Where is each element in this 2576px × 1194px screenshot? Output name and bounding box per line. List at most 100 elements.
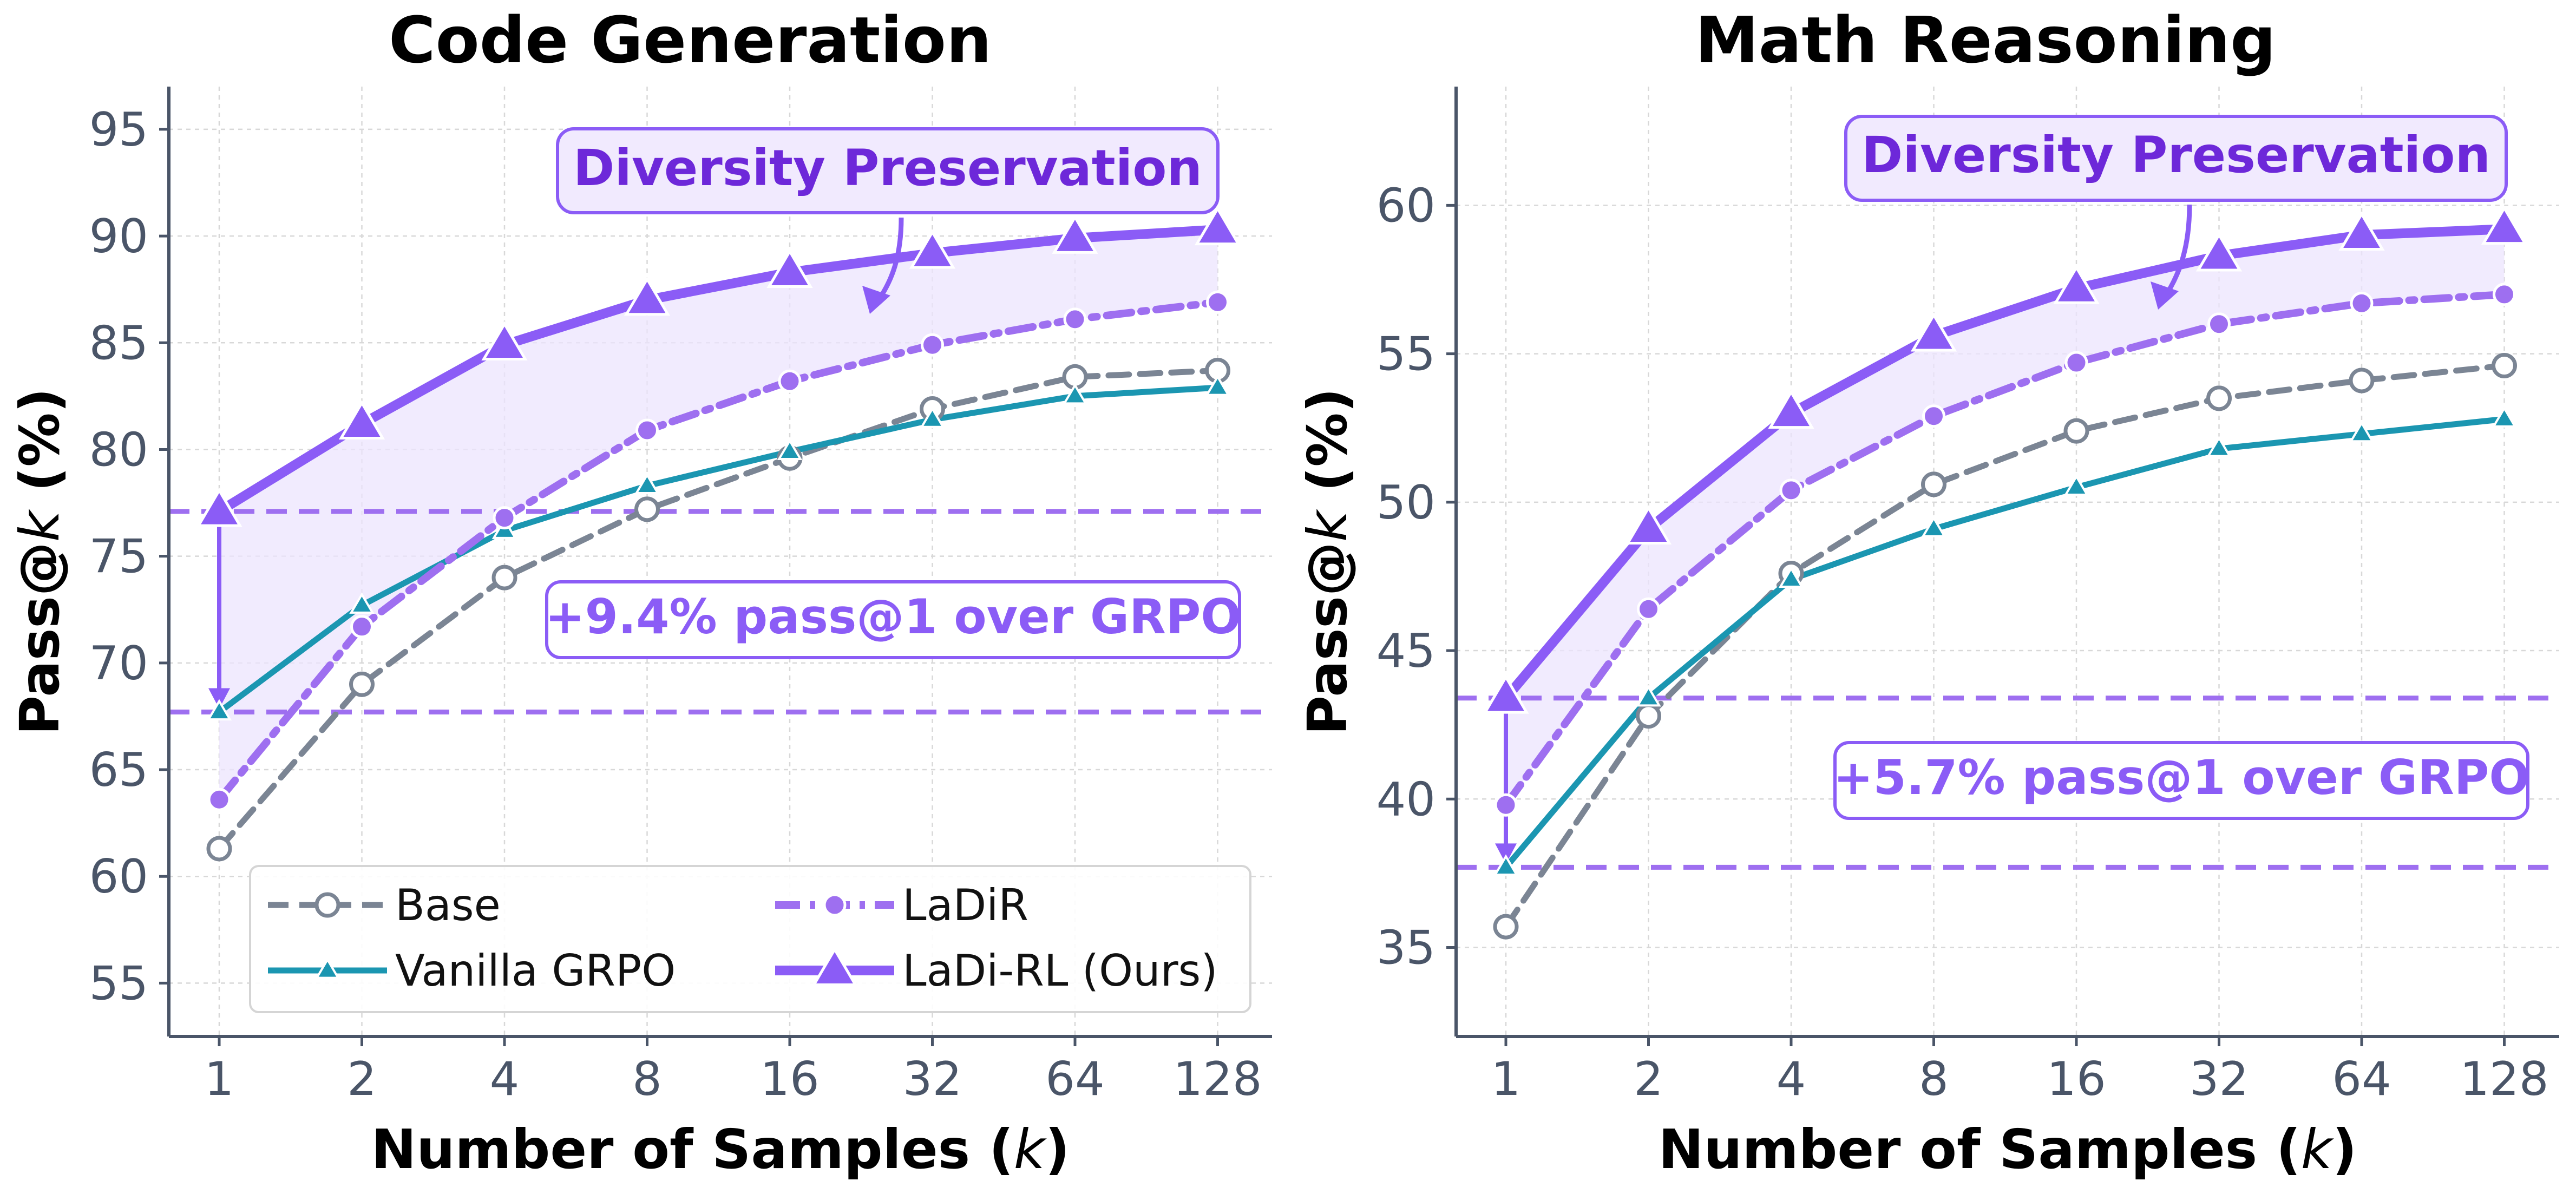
y-tick-label: 95 (89, 103, 148, 157)
point-vanilla-grpo (1205, 375, 1230, 396)
x-tick-label: 128 (1173, 1052, 1262, 1106)
point-ladi-rl (1483, 674, 1529, 714)
legend-label: LaDiR (902, 880, 1028, 930)
chart-title: Math Reasoning (1695, 3, 2276, 77)
gain-annotation-box (545, 580, 1241, 659)
point-base (2492, 353, 2517, 379)
panel-code-generation: 55 60 65 70 75 80 85 90 95 1 2 4 8 16 32 64 128 Code Gene… (8, 3, 1272, 1181)
point-ladir (778, 369, 802, 393)
point-ladir (2207, 312, 2231, 336)
gain-annotation-text: +9.4% pass@1 over GRPO (545, 589, 1241, 645)
legend-label: Vanilla GRPO (395, 946, 676, 996)
point-base (491, 565, 517, 591)
series-line-ladir (215, 298, 1222, 804)
diversity-arrow-head (862, 286, 890, 314)
y-tick-label: 35 (1377, 921, 1436, 975)
legend-marker-ladir (823, 893, 847, 917)
point-base (634, 496, 660, 522)
diversity-arrow-head (2151, 281, 2179, 310)
point-ladir (350, 615, 373, 639)
point-vanilla-grpo (2349, 421, 2375, 443)
y-axis-label: Pass@k (%) (1296, 388, 1359, 735)
point-ladi-rl (1768, 389, 1814, 429)
y-tick-label: 45 (1377, 624, 1436, 678)
series-line-base (216, 368, 1221, 852)
series-line-vanilla-grpo (1503, 416, 2507, 870)
point-ladir (493, 506, 516, 530)
series-line-vanilla-grpo (216, 384, 1221, 716)
gap-arrow-head (1495, 843, 1517, 864)
point-vanilla-grpo (1636, 685, 1661, 707)
y-tick-label: 85 (89, 316, 148, 370)
x-tick-label: 1 (1491, 1052, 1521, 1106)
legend-frame (249, 865, 1251, 1013)
legend-marker-base (314, 892, 340, 918)
point-vanilla-grpo (1062, 383, 1088, 405)
point-base (2349, 368, 2375, 393)
point-ladi-rl (624, 276, 671, 316)
point-vanilla-grpo (2492, 406, 2517, 428)
y-tick-label: 60 (89, 850, 148, 904)
point-ladi-rl (1052, 214, 1098, 254)
point-ladi-rl (2053, 265, 2100, 304)
point-vanilla-grpo (1493, 854, 1519, 876)
y-tick-label: 40 (1377, 772, 1436, 826)
legend-marker-vanilla-grpo (314, 957, 340, 979)
point-ladir (1922, 404, 1945, 428)
x-tick-label: 16 (760, 1052, 819, 1106)
y-tick-label: 70 (89, 637, 148, 691)
diversity-band (219, 229, 1218, 800)
x-tick-label: 8 (632, 1052, 662, 1106)
legend-label: Base (395, 880, 501, 930)
point-vanilla-grpo (2063, 474, 2089, 496)
point-vanilla-grpo (349, 592, 375, 614)
x-tick-label: 4 (490, 1052, 520, 1106)
point-ladir (2064, 351, 2088, 375)
point-ladi-rl (2481, 205, 2528, 245)
point-base (1921, 471, 1946, 497)
y-tick-label: 55 (1377, 327, 1436, 382)
point-ladir (1206, 290, 1229, 314)
point-ladir (1779, 478, 1803, 502)
series-line-ladi-rl-ours- (1501, 224, 2509, 703)
diversity-annotation-box (1844, 115, 2508, 202)
series-line-ladi-rl-ours- (214, 225, 1223, 516)
x-tick-label: 64 (2332, 1052, 2391, 1106)
legend-marker-ladi-rl (811, 947, 858, 986)
point-ladir (635, 418, 659, 442)
y-tick-label: 60 (1377, 179, 1436, 233)
gain-annotation-text: +5.7% pass@1 over GRPO (1833, 750, 2529, 805)
diversity-annotation-text: Diversity Preservation (1861, 126, 2490, 184)
point-ladi-rl (1194, 206, 1241, 246)
x-tick-label: 32 (2190, 1052, 2249, 1106)
point-base (1636, 703, 1661, 729)
diversity-band (1506, 229, 2505, 805)
point-ladi-rl (196, 488, 242, 527)
point-ladir (1063, 307, 1087, 331)
point-ladir (1637, 597, 1660, 621)
x-tick-label: 4 (1777, 1052, 1806, 1106)
x-tick-label: 8 (1919, 1052, 1949, 1106)
point-ladi-rl (1910, 312, 1957, 352)
point-vanilla-grpo (777, 438, 803, 460)
point-ladir (207, 788, 231, 811)
point-ladi-rl (909, 229, 956, 269)
point-ladi-rl (2338, 211, 2385, 251)
y-tick-label: 75 (89, 530, 148, 584)
legend: Base LaDiR Vanilla GRPO LaDi-RL (Ours) (249, 865, 1251, 1013)
point-ladir (2493, 283, 2516, 306)
x-tick-label: 16 (2047, 1052, 2106, 1106)
x-tick-label: 2 (1634, 1052, 1663, 1106)
y-tick-label: 50 (1377, 476, 1436, 530)
series-line-base (1503, 363, 2507, 930)
diversity-annotation-box (556, 127, 1220, 214)
y-tick-label: 80 (89, 423, 148, 477)
point-vanilla-grpo (1778, 566, 1804, 588)
x-tick-label: 2 (347, 1052, 377, 1106)
point-base (2063, 418, 2089, 444)
point-vanilla-grpo (206, 699, 232, 721)
point-ladi-rl (2195, 232, 2243, 272)
point-base (2206, 385, 2232, 411)
point-vanilla-grpo (920, 406, 945, 428)
